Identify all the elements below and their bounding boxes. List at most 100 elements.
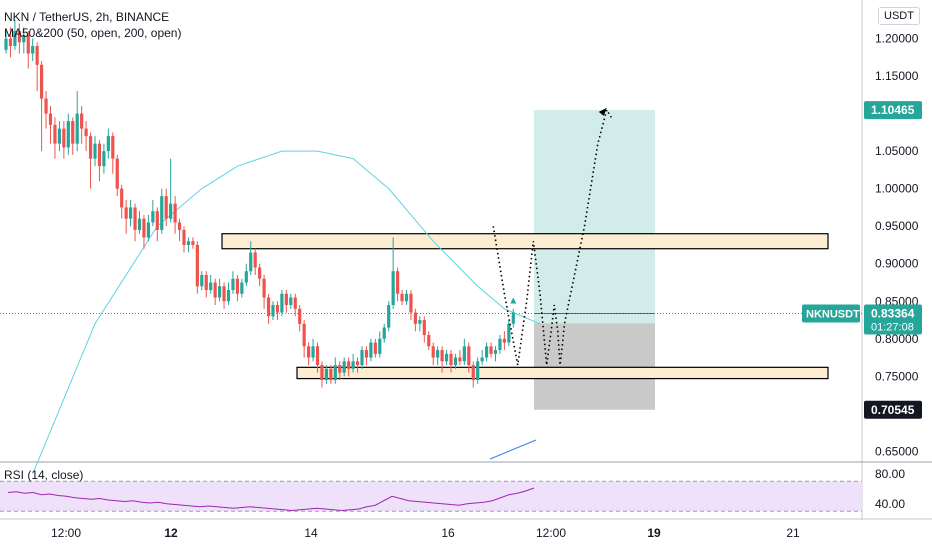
- candle: [218, 278, 222, 302]
- candle: [413, 308, 417, 332]
- candle-body: [289, 297, 293, 306]
- candle: [262, 274, 266, 309]
- candle-body: [226, 290, 231, 302]
- candle-body: [302, 323, 306, 347]
- candle-body: [427, 335, 431, 347]
- candle: [222, 282, 226, 309]
- candle: [231, 271, 235, 294]
- candle-body: [124, 207, 128, 219]
- candle-body: [106, 136, 110, 152]
- candle: [13, 19, 17, 50]
- candle: [347, 357, 351, 377]
- candle: [53, 117, 57, 159]
- candle: [396, 267, 400, 302]
- candle-body: [22, 34, 26, 43]
- candle-body: [387, 305, 391, 328]
- candle-body: [17, 31, 21, 43]
- candle-body: [329, 368, 333, 381]
- candle: [404, 290, 409, 306]
- candle-body: [360, 350, 364, 366]
- candle: [511, 308, 515, 328]
- candle: [271, 301, 275, 321]
- candle-body: [311, 346, 315, 358]
- candle-body: [53, 124, 57, 144]
- candle-body: [213, 282, 217, 298]
- price-tag: 1.10465: [864, 101, 922, 120]
- candle-body: [462, 346, 466, 362]
- projection-arrowhead: [598, 107, 607, 116]
- candle: [449, 350, 453, 373]
- candle: [137, 211, 142, 234]
- projection-path: [492, 107, 612, 366]
- candle: [115, 154, 119, 197]
- candle-body: [173, 203, 177, 223]
- candle: [4, 31, 8, 54]
- ma-indicator-label[interactable]: MA50&200 (50, open, 200, open): [4, 26, 182, 40]
- candle: [191, 237, 195, 249]
- candle: [244, 263, 248, 287]
- candle-body: [71, 121, 75, 144]
- price-tick-label: 0.75000: [875, 369, 919, 383]
- time-tick-label: 12:00: [51, 526, 81, 540]
- candle: [507, 320, 511, 347]
- candle-body: [146, 222, 150, 238]
- candle: [280, 290, 284, 317]
- candle: [226, 282, 231, 306]
- rsi-tick-label: 80.00: [875, 467, 905, 481]
- candle: [151, 199, 155, 227]
- candle-body: [471, 365, 475, 381]
- currency-button[interactable]: USDT: [878, 7, 920, 25]
- candle-body: [84, 128, 88, 137]
- candle-body: [155, 211, 159, 230]
- candle-body: [347, 361, 351, 369]
- symbol-title: NKN / TetherUS, 2h, BINANCE: [4, 10, 170, 24]
- candle: [133, 203, 137, 242]
- candle: [418, 316, 422, 332]
- candle: [311, 338, 315, 362]
- candle-body: [382, 327, 386, 339]
- candle-body: [298, 308, 302, 324]
- candle-body: [137, 218, 142, 230]
- candle-body: [102, 151, 106, 167]
- candle: [57, 121, 61, 152]
- last-price-tag-bg: [864, 304, 922, 335]
- candle: [485, 342, 489, 362]
- candle-body: [133, 207, 137, 230]
- candle: [35, 42, 39, 92]
- time-tick-label: 16: [441, 526, 455, 540]
- candle: [146, 214, 150, 242]
- candle-body: [218, 286, 222, 298]
- candle: [369, 338, 373, 362]
- candle: [62, 121, 66, 159]
- price-tag-bg: [864, 101, 922, 120]
- candle-body: [489, 346, 493, 354]
- candle: [338, 361, 342, 381]
- candle: [329, 365, 333, 384]
- candle-body: [88, 136, 93, 159]
- candle-body: [378, 338, 382, 354]
- candle: [391, 237, 395, 309]
- candle-body: [431, 346, 435, 358]
- candle-body: [222, 286, 226, 302]
- candle-body: [142, 218, 146, 238]
- candle: [493, 346, 498, 362]
- time-tick-label: 14: [304, 526, 318, 540]
- candle-body: [244, 271, 248, 283]
- candle: [160, 188, 164, 234]
- candle: [378, 331, 382, 358]
- trend-line: [489, 439, 537, 460]
- candle: [142, 214, 146, 249]
- candle-body: [231, 278, 235, 291]
- candle: [204, 271, 208, 298]
- rsi-indicator-label[interactable]: RSI (14, close): [4, 468, 84, 482]
- candle: [235, 274, 239, 302]
- candle-body: [169, 203, 173, 219]
- candle: [453, 353, 458, 369]
- candle-body: [507, 323, 511, 343]
- candle: [307, 342, 311, 366]
- candle-body: [476, 361, 480, 381]
- price-tick-label: 1.05000: [875, 144, 919, 158]
- candle-body: [307, 346, 311, 358]
